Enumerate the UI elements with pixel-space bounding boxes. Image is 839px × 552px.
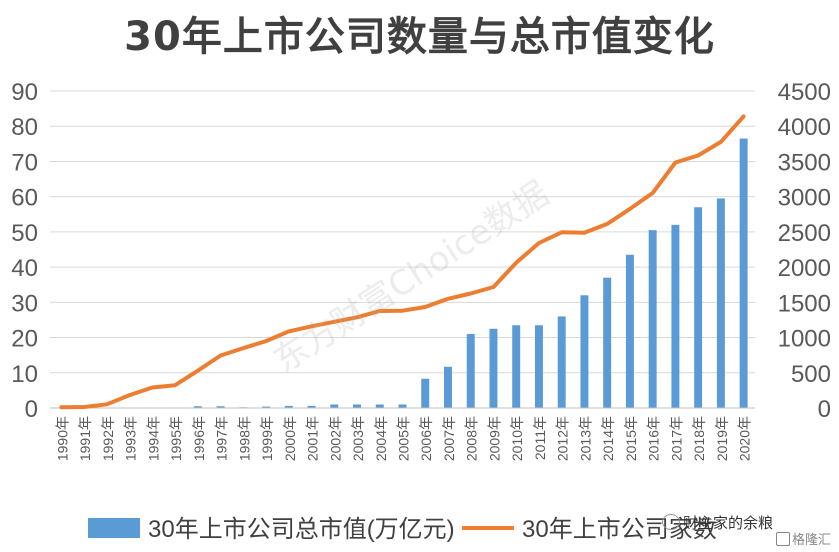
x-tick-label: 2005年 [396,416,412,461]
x-tick-label: 1991年 [77,416,93,461]
bar [353,404,361,408]
bar [671,224,680,408]
y-right-tick-label: 2000 [778,255,831,282]
bar [694,207,703,408]
y-left-tick-label: 70 [11,149,38,176]
x-tick-label: 2008年 [464,416,480,461]
y-right-tick-label: 4000 [778,114,831,141]
line-series [59,114,746,410]
bar [421,378,430,408]
x-tick-label: 2003年 [350,416,366,461]
bar [284,405,293,408]
y-left-tick-label: 60 [11,185,38,212]
bar [330,404,339,408]
bar [625,254,634,408]
x-tick-label: 1992年 [100,416,116,461]
x-tick-label: 2011年 [532,416,548,460]
bar [444,366,452,408]
y-right-tick-label: 1000 [778,326,831,353]
x-tick-label: 2006年 [418,416,434,461]
chart-title: 30年上市公司数量与总市值变化 [124,14,715,60]
x-tick-label: 1998年 [236,416,252,461]
wechat-account-name: 财主家的余粮 [683,514,774,532]
y-left-tick-label: 40 [11,255,38,282]
x-tick-label: 2017年 [668,416,684,461]
x-tick-label: 1997年 [214,416,230,461]
wechat-attribution: 财主家的余粮 [662,512,773,533]
brand-icon [775,532,790,546]
bar [307,405,316,408]
x-tick-label: 2013年 [577,416,593,461]
brand-name: 格隆汇 [791,533,831,548]
y-left-tick-label: 80 [11,114,38,141]
bar [375,404,384,408]
x-tick-label: 2007年 [441,416,457,461]
y-right-tick-label: 4500 [778,79,831,106]
y-right-tick-label: 1500 [778,290,831,317]
bar [557,316,566,408]
x-tick-label: 2000年 [282,416,298,461]
x-tick-label: 1993年 [123,416,139,461]
x-tick-label: 2010年 [509,416,525,461]
legend-label-bar: 30年上市公司总市值(万亿元) [148,516,455,543]
y-left-tick-label: 90 [11,79,38,106]
x-tick-label: 1990年 [54,416,70,461]
x-tick-label: 2014年 [600,416,616,461]
x-tick-label: 2016年 [646,416,662,461]
y-right-tick-label: 500 [791,361,831,388]
bar [216,406,225,408]
x-tick-label: 2012年 [555,416,571,461]
bar [262,406,271,408]
y-left-tick-label: 10 [11,361,38,388]
x-tick-label: 2009年 [486,416,502,461]
y-left-tick-label: 30 [11,290,38,317]
bar [534,325,543,408]
legend-label-line: 30年上市公司家数 [522,516,717,543]
x-tick-label: 2002年 [327,416,343,461]
y-left-tick-label: 50 [11,220,38,247]
brand-logo: 格隆汇 [775,529,831,548]
bar [716,198,725,408]
y-left-tick-label: 0 [25,396,38,423]
x-tick-label: 1999年 [259,416,275,461]
y-right-tick-label: 3500 [778,149,831,176]
bar [512,325,521,408]
x-tick-label: 2001年 [305,416,321,461]
bar [398,404,407,408]
bar [580,295,589,408]
wechat-icon [662,514,680,530]
x-tick-label: 2018年 [691,416,707,461]
bar [648,230,657,408]
bar [193,406,202,408]
bar [739,138,748,409]
y-right-tick-label: 3000 [778,185,831,212]
legend-swatch-bar [88,518,140,538]
bar [489,328,498,408]
bar [603,277,612,408]
x-tick-label: 1995年 [168,416,184,461]
x-tick-label: 2020年 [737,416,753,461]
x-tick-label: 2019年 [714,416,730,461]
y-left-tick-label: 20 [11,326,38,353]
x-tick-label: 1994年 [145,416,161,461]
x-tick-label: 1996年 [191,416,207,461]
y-right-tick-label: 0 [818,396,831,423]
x-tick-label: 2004年 [373,416,389,461]
bar [466,334,475,408]
y-right-tick-label: 2500 [778,220,831,247]
x-tick-label: 2015年 [623,416,639,461]
